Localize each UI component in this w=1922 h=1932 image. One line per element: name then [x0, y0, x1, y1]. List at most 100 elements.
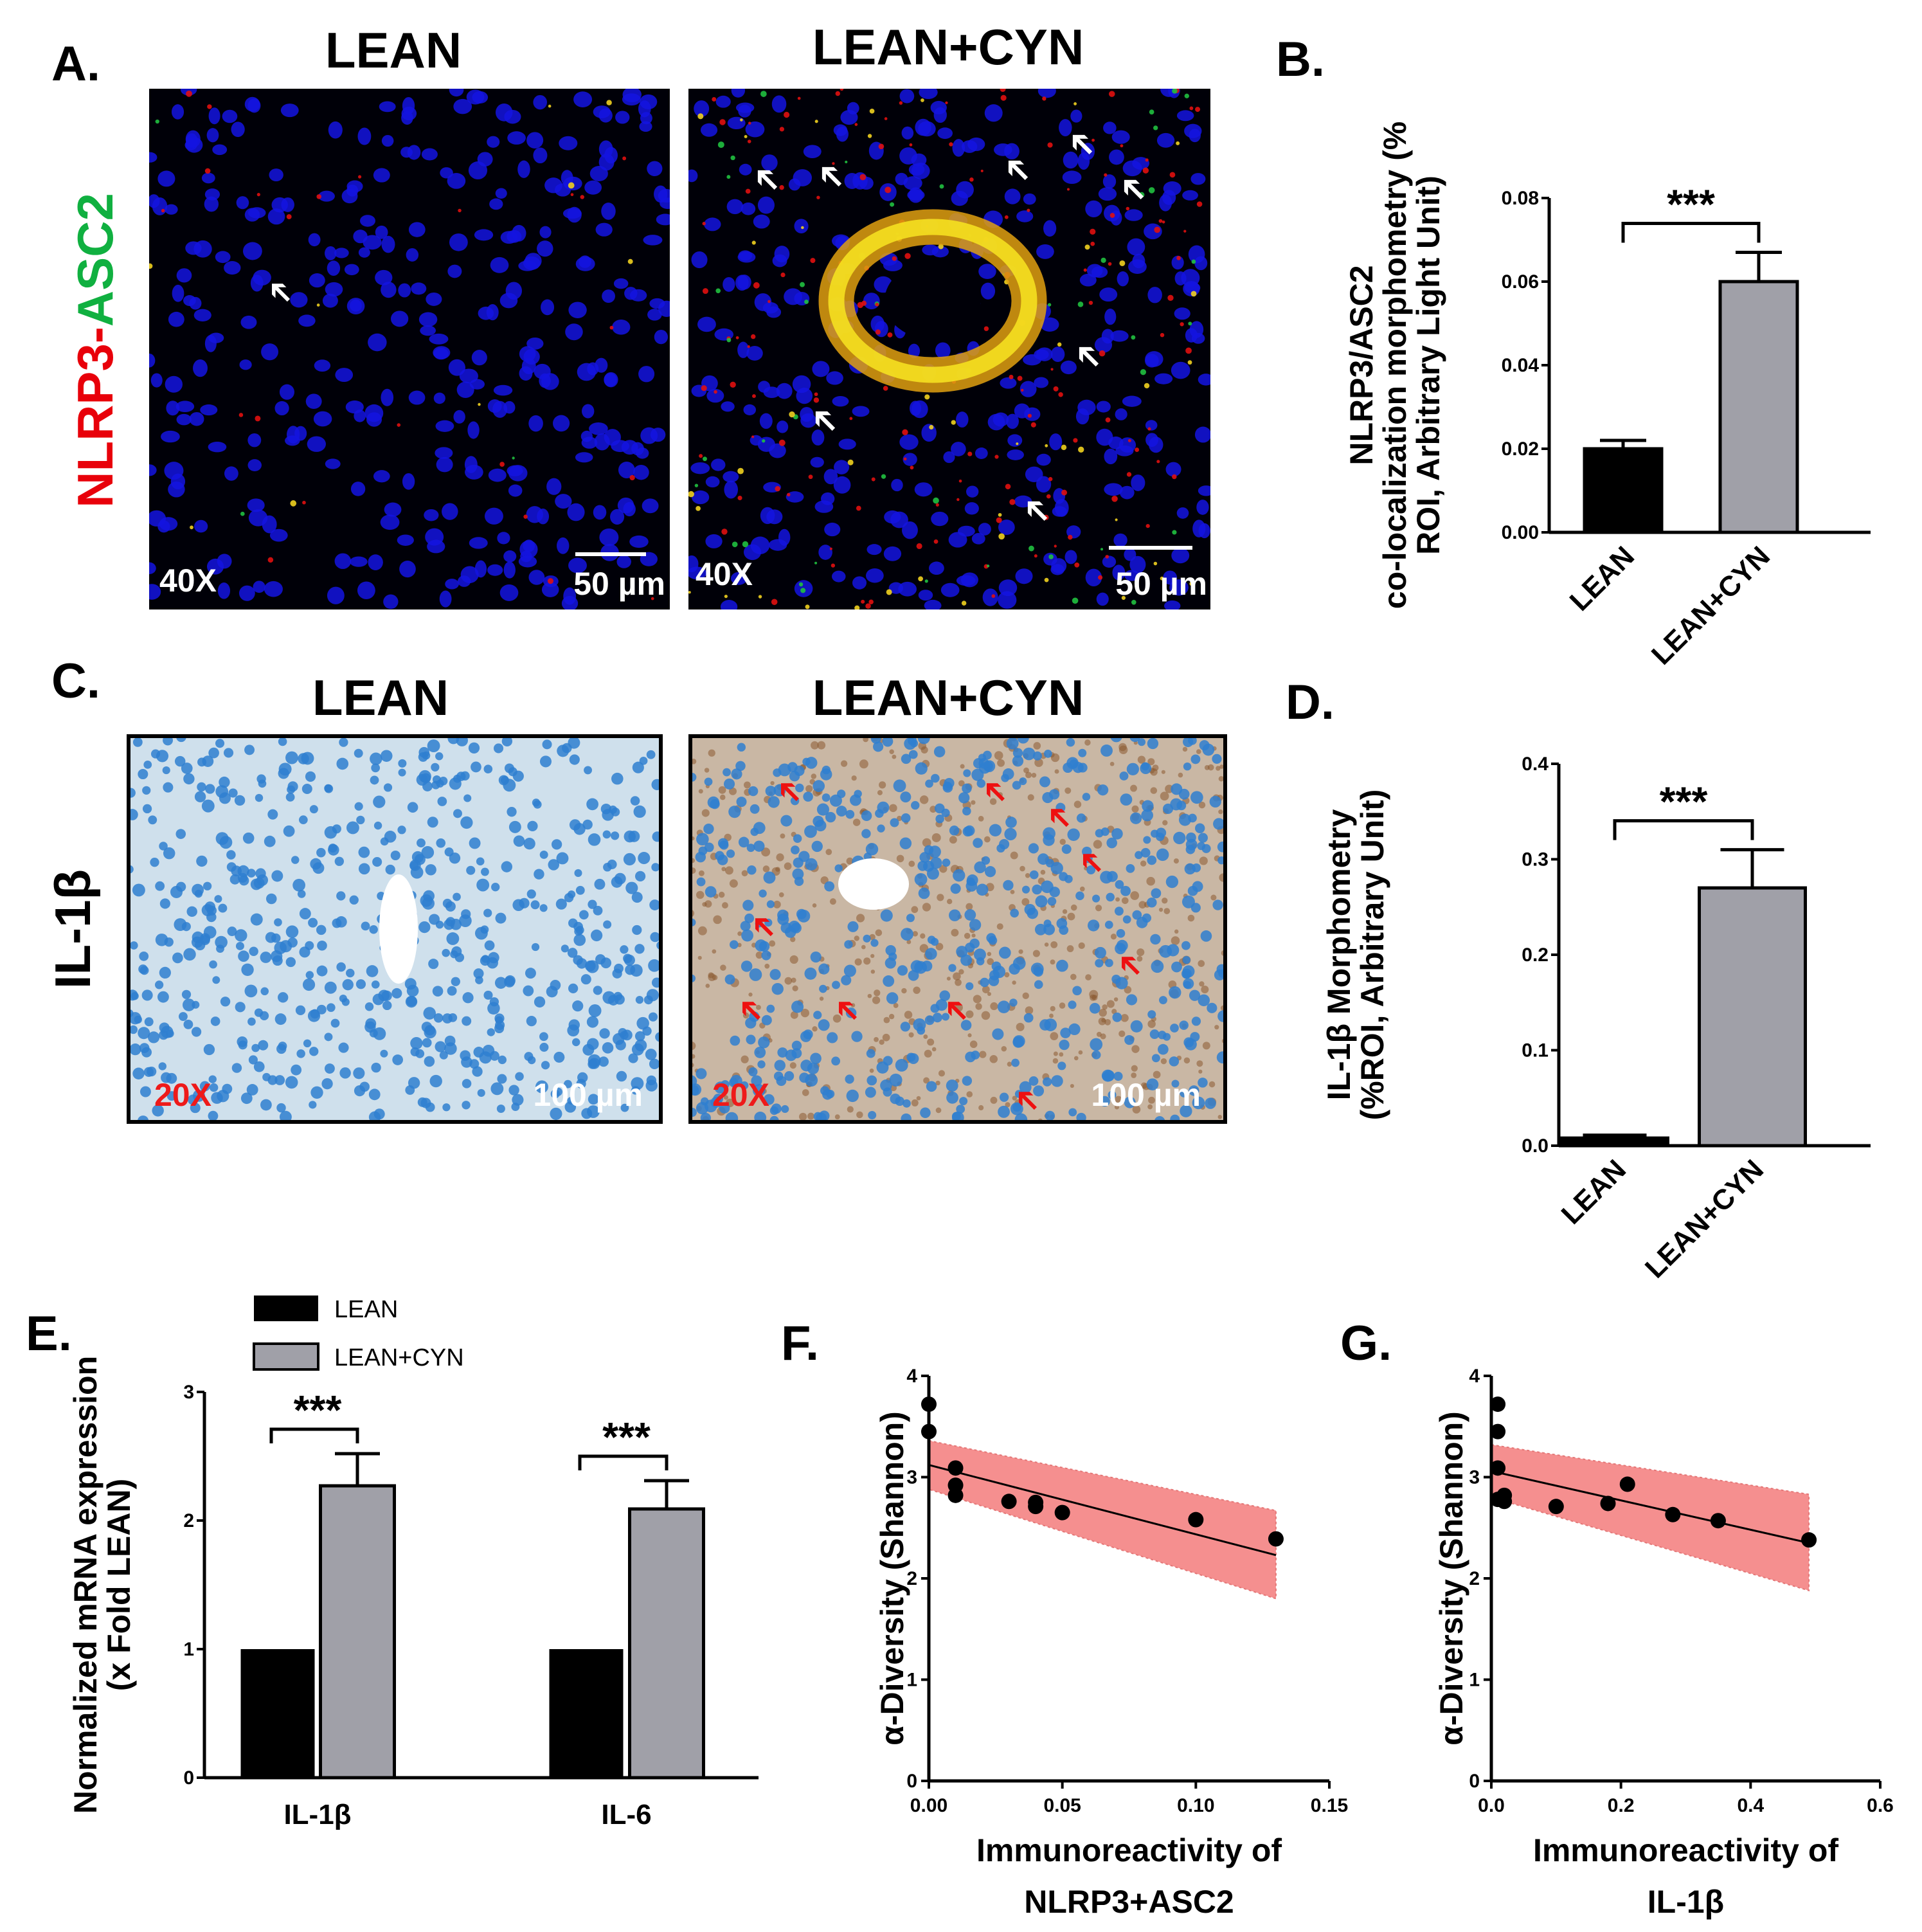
nucleus: [361, 921, 370, 931]
stain-dot: [1160, 1058, 1167, 1065]
nucleus: [487, 1028, 496, 1036]
nucleus: [586, 1016, 599, 1028]
nucleus: [341, 998, 350, 1006]
nucleus: [1035, 895, 1048, 908]
stain-dot: [870, 970, 876, 974]
nucleus: [253, 269, 271, 285]
nucleus: [1033, 1085, 1045, 1097]
nucleus: [533, 800, 542, 809]
data-point: [1490, 1423, 1506, 1440]
nucleus: [1190, 173, 1206, 185]
nucleus: [528, 415, 543, 432]
nucleus: [291, 1064, 302, 1076]
nucleus: [1036, 244, 1054, 259]
nucleus: [650, 932, 660, 943]
stain-dot: [869, 934, 876, 941]
signal-dot: [939, 184, 944, 189]
signal-dot: [748, 122, 751, 125]
stain-dot: [1131, 1065, 1138, 1072]
nucleus: [185, 241, 202, 255]
nucleus: [325, 246, 337, 260]
nucleus: [1086, 264, 1103, 278]
stain-dot: [978, 816, 984, 822]
nucleus: [260, 1099, 272, 1111]
stain-dot: [802, 1089, 809, 1096]
nucleus: [285, 1076, 298, 1089]
nucleus: [748, 786, 759, 797]
nucleus: [572, 1000, 584, 1012]
signal-dot: [760, 91, 767, 97]
nucleus: [274, 1013, 287, 1025]
signal-dot: [1108, 262, 1112, 266]
bar: [1698, 886, 1807, 1148]
nucleus: [973, 838, 983, 848]
signal-dot: [316, 194, 321, 199]
nucleus: [897, 965, 908, 976]
nucleus: [541, 373, 559, 390]
nucleus: [1082, 793, 1091, 801]
nucleus: [1037, 853, 1049, 865]
x-tick-label: 0.05: [1043, 1795, 1081, 1816]
nucleus: [598, 108, 613, 123]
nucleus: [210, 1016, 220, 1026]
nucleus: [183, 948, 196, 961]
nucleus: [1051, 1075, 1063, 1087]
stain-dot: [923, 1034, 928, 1039]
separator-label: -: [67, 327, 123, 343]
signal-dot: [1138, 192, 1145, 198]
nucleus: [567, 948, 578, 958]
y-axis-label: co-localization morphometry (%: [1377, 122, 1413, 609]
signal-dot: [207, 104, 212, 109]
nucleus: [417, 838, 426, 848]
nucleus: [487, 136, 500, 148]
nucleus: [1021, 885, 1030, 894]
nucleus: [984, 866, 996, 878]
signal-dot: [1145, 158, 1149, 162]
nucleus: [784, 288, 802, 305]
nucleus: [372, 857, 382, 867]
nucleus: [1181, 941, 1190, 950]
nucleus: [1198, 1078, 1208, 1088]
signal-dot: [1135, 447, 1140, 453]
stain-dot: [1202, 1042, 1210, 1050]
nucleus: [155, 934, 168, 946]
nucleus: [1012, 755, 1024, 767]
nucleus: [880, 1079, 892, 1092]
nucleus: [974, 447, 988, 459]
nucleus: [176, 268, 192, 283]
nucleus: [338, 1042, 349, 1053]
nucleus: [834, 460, 850, 474]
signal-dot: [856, 505, 861, 511]
nucleus: [474, 229, 494, 241]
stain-dot: [769, 940, 776, 947]
nucleus: [462, 1016, 472, 1026]
nucleus: [1151, 960, 1164, 973]
nucleus: [238, 875, 249, 886]
nucleus: [564, 892, 574, 903]
signal-dot: [568, 182, 575, 189]
nucleus: [580, 974, 591, 985]
nucleus: [703, 824, 714, 835]
nucleus: [615, 111, 630, 124]
nucleus: [427, 817, 438, 828]
nucleus: [190, 1103, 201, 1114]
scalebar-a-cyn: 50 µm: [1115, 566, 1207, 602]
micrograph-a-cyn: ➔ ➔ ➔➔➔➔➔➔ 40X 50 µm: [688, 89, 1210, 609]
nucleus: [442, 503, 458, 520]
stain-dot: [1032, 950, 1040, 957]
nucleus: [325, 458, 341, 469]
signal-dot: [918, 576, 923, 582]
signal-dot: [1154, 226, 1161, 233]
nucleus: [952, 139, 965, 157]
nucleus: [217, 554, 232, 569]
signal-dot: [1131, 335, 1136, 340]
nucleus: [908, 163, 925, 176]
nucleus: [143, 1067, 154, 1078]
stain-dot: [697, 926, 707, 935]
nucleus: [986, 933, 996, 943]
stain-dot: [1218, 809, 1223, 815]
nucleus: [1197, 842, 1206, 851]
nucleus: [248, 1055, 258, 1065]
nucleus: [1189, 1085, 1199, 1096]
nucleus: [435, 1041, 446, 1052]
